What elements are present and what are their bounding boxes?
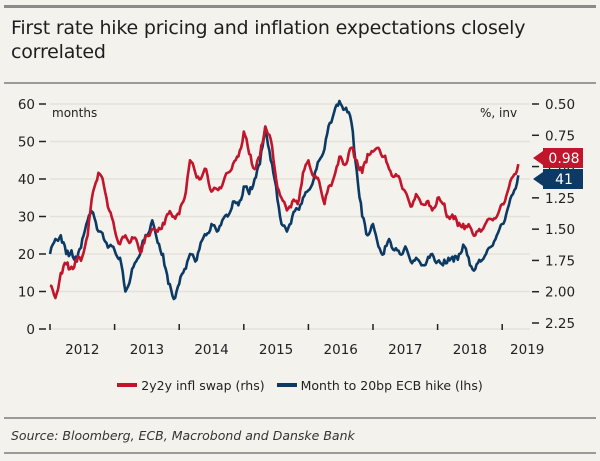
gridlines	[50, 103, 530, 293]
legend: 2y2y infl swap (rhs) Month to 20bp ECB h…	[0, 375, 600, 393]
legend-item-ecb-hike: Month to 20bp ECB hike (lhs)	[276, 377, 483, 393]
x-tick-label: 2013	[130, 342, 164, 358]
x-tick-label: 2017	[388, 342, 422, 358]
end-label-ecb-hike: 41	[533, 169, 583, 189]
x-tick-label: 2012	[65, 342, 99, 358]
right-tick-label: 1.50	[545, 222, 575, 238]
legend-swatch-red	[117, 383, 138, 387]
end-labels: 0.98 41	[533, 148, 583, 189]
right-axis: 0.500.751.001.251.501.752.002.25	[532, 97, 575, 332]
x-tick-label: 2014	[194, 342, 228, 358]
x-tick-label: 2019	[510, 342, 544, 358]
left-tick-label: 50	[18, 135, 35, 151]
series-lines	[48, 99, 520, 301]
left-tick-label: 20	[18, 247, 35, 263]
end-label-flag	[533, 148, 583, 168]
right-tick-label: 0.50	[545, 97, 575, 113]
left-tick-label: 40	[18, 172, 35, 188]
right-axis-unit-label: %, inv	[480, 106, 517, 120]
end-label-flag	[533, 169, 583, 189]
x-axis: 2012 2013 2014 2015 2016 2017 2018 2019	[49, 324, 544, 358]
x-tick-label: 2015	[259, 342, 293, 358]
right-tick-label: 2.00	[545, 285, 575, 301]
right-tick-label: 1.25	[545, 191, 575, 207]
x-tick-label: 2016	[324, 342, 358, 358]
legend-label: Month to 20bp ECB hike (lhs)	[300, 377, 483, 393]
source-note: Source: Bloomberg, ECB, Macrobond and Da…	[11, 428, 355, 443]
source-top-rule	[4, 417, 596, 419]
series-line-ecb-hike	[48, 99, 520, 301]
legend-label: 2y2y infl swap (rhs)	[141, 377, 265, 393]
end-label-value: 41	[555, 172, 573, 188]
left-axis: 0 10 20 30 40 50 60	[18, 97, 46, 338]
legend-swatch-blue	[276, 383, 297, 387]
left-tick-label: 30	[18, 210, 35, 226]
left-tick-label: 10	[18, 285, 35, 301]
right-tick-label: 1.75	[545, 253, 575, 269]
left-tick-label: 60	[18, 97, 35, 113]
series-line-inflation-swap	[49, 125, 520, 300]
bottom-rule	[4, 452, 596, 454]
left-axis-unit-label: months	[52, 106, 97, 120]
top-rule	[4, 5, 596, 8]
title-rule	[4, 82, 596, 84]
end-label-inflation-swap: 0.98	[533, 148, 583, 168]
end-label-value: 0.98	[548, 151, 579, 167]
right-tick-label: 0.75	[545, 128, 575, 144]
legend-item-inflation-swap: 2y2y infl swap (rhs)	[117, 377, 265, 393]
x-tick-label: 2018	[453, 342, 487, 358]
right-tick-label: 2.25	[545, 316, 575, 332]
chart-title: First rate hike pricing and inflation ex…	[11, 17, 526, 63]
left-tick-label: 0	[26, 322, 35, 338]
